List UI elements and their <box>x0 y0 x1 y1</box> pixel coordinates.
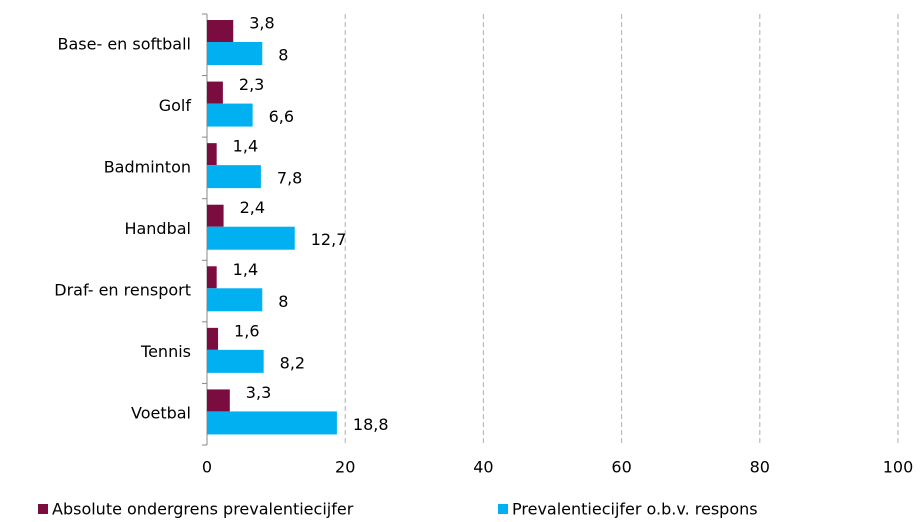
data-label: 8 <box>278 46 288 65</box>
x-tick-label: 0 <box>202 458 212 477</box>
x-tick-label: 20 <box>335 458 355 477</box>
data-label: 2,4 <box>240 198 265 217</box>
x-tick-label: 80 <box>750 458 770 477</box>
x-tick-label: 100 <box>883 458 914 477</box>
data-label: 2,3 <box>239 75 264 94</box>
bar <box>207 103 253 127</box>
x-tick-label: 60 <box>611 458 631 477</box>
data-label: 6,6 <box>269 107 294 126</box>
x-tick-label: 40 <box>473 458 493 477</box>
bar <box>207 266 217 289</box>
bar <box>207 389 230 412</box>
y-tick-label: Badminton <box>104 157 191 176</box>
y-tick-label: Voetbal <box>131 404 191 423</box>
data-label: 3,8 <box>249 14 274 33</box>
bar <box>207 42 263 65</box>
bar <box>207 288 263 312</box>
data-label: 3,3 <box>246 383 271 402</box>
data-label: 12,7 <box>311 230 347 249</box>
bar <box>207 165 261 189</box>
bar <box>207 143 217 166</box>
data-label: 1,6 <box>234 321 259 340</box>
y-tick-label: Base- en softball <box>58 34 192 53</box>
legend-label: Prevalentiecijfer o.b.v. respons <box>512 500 758 519</box>
data-label: 8 <box>278 292 288 311</box>
bar <box>207 81 223 104</box>
y-tick-label: Draf- en rensport <box>54 281 191 300</box>
bar <box>207 204 224 227</box>
y-tick-label: Handbal <box>124 219 191 238</box>
bar <box>207 226 295 250</box>
y-tick-label: Golf <box>159 96 192 115</box>
data-label: 8,2 <box>280 353 305 372</box>
legend-swatch <box>38 504 48 514</box>
data-label: 1,4 <box>233 137 258 156</box>
y-tick-label: Tennis <box>140 342 191 361</box>
data-label: 7,8 <box>277 169 302 188</box>
bar <box>207 20 234 42</box>
bar <box>207 411 337 435</box>
legend-label: Absolute ondergrens prevalentiecijfer <box>52 500 354 519</box>
bar <box>207 349 264 373</box>
bar <box>207 327 219 350</box>
data-label: 18,8 <box>353 415 389 434</box>
data-label: 1,4 <box>233 260 258 279</box>
legend-swatch <box>498 504 508 514</box>
